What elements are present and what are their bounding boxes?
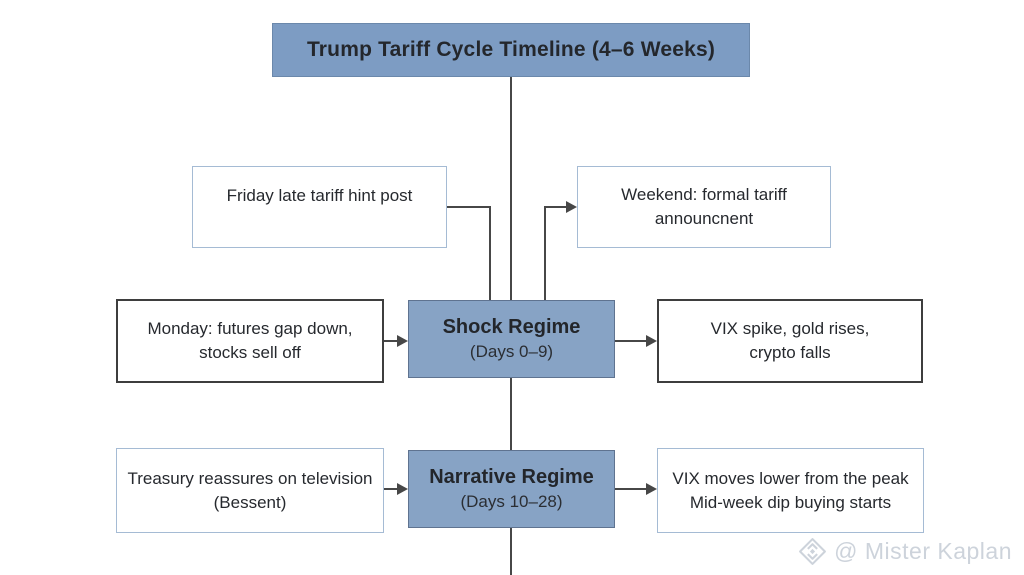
node-weekend-announcement: Weekend: formal tariff announcnent: [577, 166, 831, 248]
arrowhead-shock-left: [397, 335, 408, 347]
watermark-text: @ Mister Kaplan: [834, 538, 1012, 564]
node-label-line1: VIX moves lower from the peak: [672, 468, 909, 488]
arrowhead-vixmoves: [646, 483, 657, 495]
node-vix-spike: VIX spike, gold rises, crypto falls: [657, 299, 923, 383]
diamond-logo-icon: [798, 537, 827, 566]
node-label-line2: Mid-week dip buying starts: [689, 492, 892, 512]
diagram-title: Trump Tariff Cycle Timeline (4–6 Weeks): [272, 23, 750, 77]
node-label-line2: (Bessent): [213, 492, 287, 512]
watermark: @ Mister Kaplan: [798, 536, 1012, 566]
node-label: Friday late tariff hint post: [226, 186, 413, 205]
node-label-line1: Treasury reassures on television: [127, 468, 373, 488]
node-label-line1: Weekend: formal tariff: [621, 185, 787, 204]
node-label-line1: VIX spike, gold rises,: [710, 319, 870, 338]
node-friday-hint: Friday late tariff hint post: [192, 166, 447, 248]
regime-title: Shock Regime: [442, 316, 581, 338]
node-treasury-reassures: Treasury reassures on television (Bessen…: [116, 448, 384, 533]
node-label-line2: announcnent: [654, 209, 754, 228]
node-label-line1: Monday: futures gap down,: [147, 319, 353, 338]
node-label-line2: crypto falls: [749, 343, 831, 362]
arrowhead-narrative-left: [397, 483, 408, 495]
node-vix-moves-lower: VIX moves lower from the peak Mid-week d…: [657, 448, 924, 533]
arrowhead-weekend: [566, 201, 577, 213]
node-shock-regime: Shock Regime (Days 0–9): [408, 300, 615, 378]
connector-shock-to-weekend: [544, 206, 566, 300]
regime-title: Narrative Regime: [429, 466, 594, 488]
regime-subtitle: (Days 10–28): [460, 492, 563, 511]
node-monday-selloff: Monday: futures gap down, stocks sell of…: [116, 299, 384, 383]
connector-friday-to-shock: [447, 206, 491, 300]
node-label-line2: stocks sell off: [199, 343, 301, 362]
diagram-title-label: Trump Tariff Cycle Timeline (4–6 Weeks): [306, 38, 716, 61]
arrowhead-vixspike: [646, 335, 657, 347]
regime-subtitle: (Days 0–9): [469, 342, 554, 361]
node-narrative-regime: Narrative Regime (Days 10–28): [408, 450, 615, 528]
